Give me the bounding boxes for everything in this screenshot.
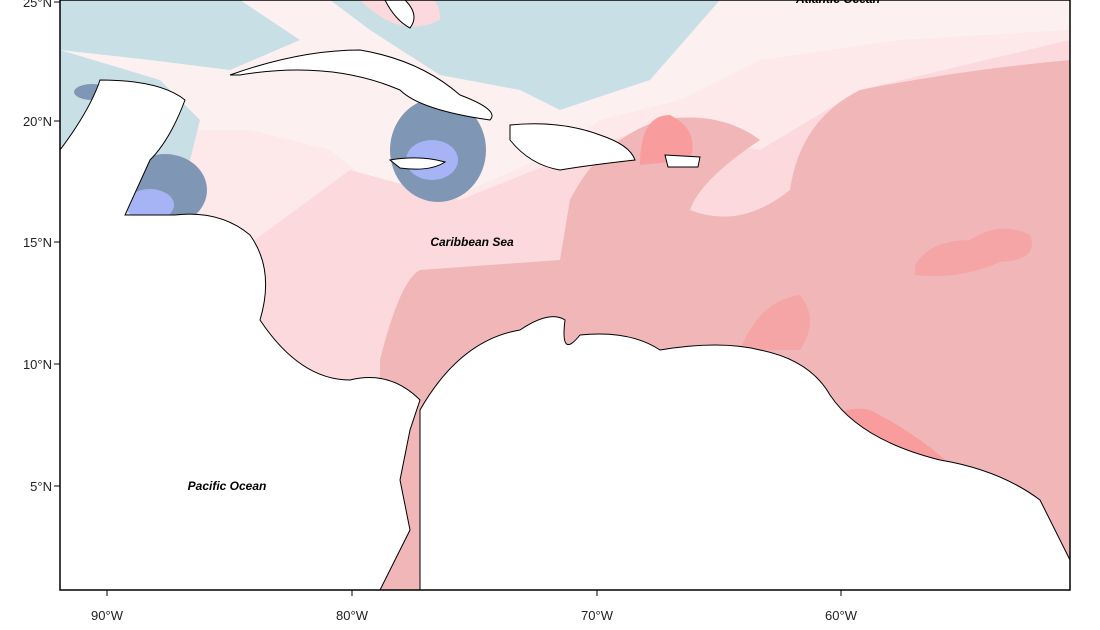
south-america (419, 316, 1070, 590)
ocean-label: Caribbean Sea (430, 235, 514, 249)
lon-tick-label: 80°W (336, 608, 369, 623)
lat-tick-label: 15°N (23, 235, 52, 250)
lat-tick-label: 5°N (30, 479, 52, 494)
plot-frame (59, 0, 1071, 591)
contour-field (60, 0, 1070, 590)
lat-tick-label: 20°N (23, 114, 52, 129)
lat-tick-label: 10°N (23, 357, 52, 372)
cuba (229, 49, 493, 121)
central-america (60, 79, 421, 590)
lon-tick-label: 60°W (825, 608, 858, 623)
coldest-spot (126, 189, 174, 221)
lat-tick-label: 25°N (23, 0, 52, 10)
jamaica (388, 157, 447, 170)
ocean-label: Atlantic Ocean (795, 0, 880, 6)
ocean-label: Pacific Ocean (188, 479, 267, 493)
hot-spot (915, 228, 1032, 277)
lon-tick-label: 70°W (581, 608, 614, 623)
puerto-rico (664, 154, 701, 168)
hispaniola (509, 123, 636, 171)
lon-tick-label: 90°W (91, 608, 124, 623)
florida (384, 0, 415, 29)
hot-spot (640, 115, 693, 165)
hot-spot (740, 295, 810, 350)
cool-zone (60, 0, 720, 230)
